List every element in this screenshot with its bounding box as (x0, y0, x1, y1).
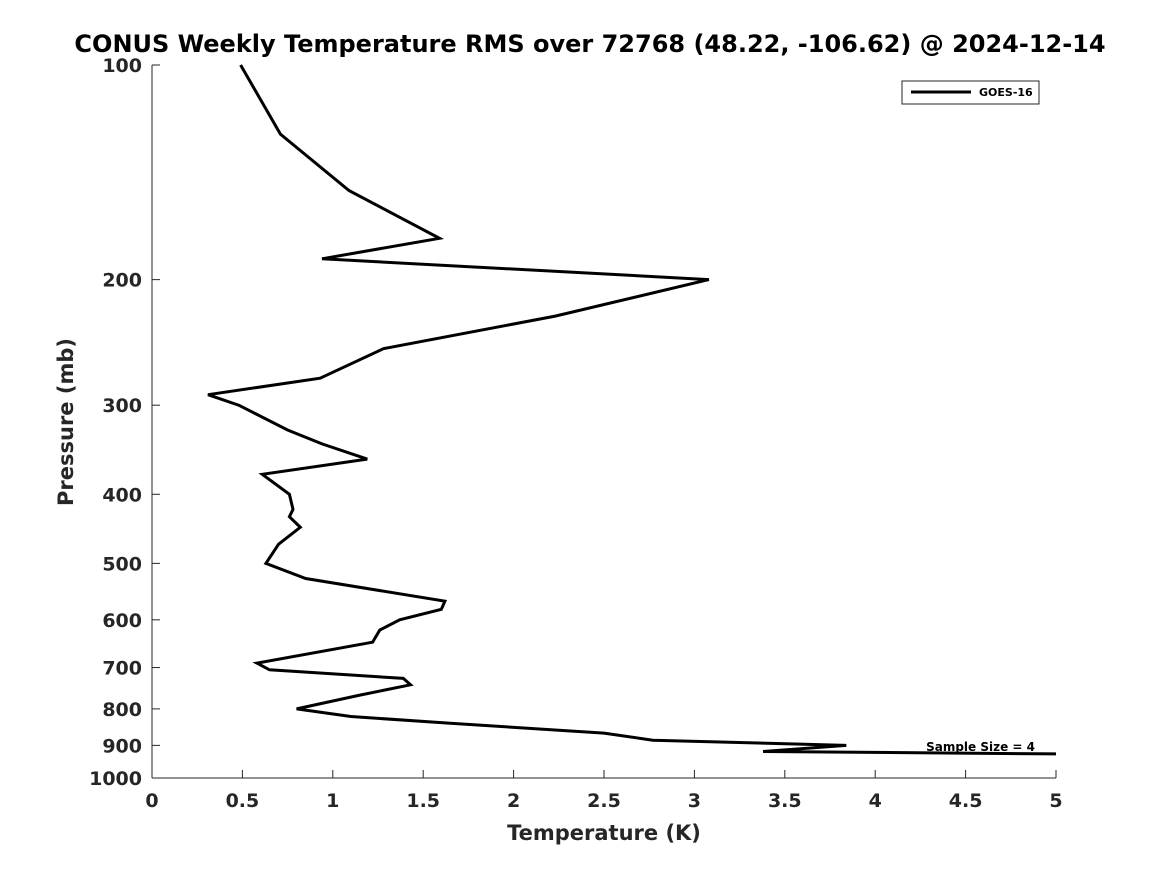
y-tick-label: 800 (102, 699, 142, 721)
x-tick-label: 0 (145, 790, 158, 812)
y-tick-label: 500 (102, 553, 142, 575)
x-tick-label: 0.5 (226, 790, 260, 812)
y-tick-label: 100 (102, 55, 142, 77)
x-tick-label: 5 (1049, 790, 1062, 812)
x-tick-label: 4.5 (949, 790, 983, 812)
x-tick-label: 3.5 (768, 790, 802, 812)
x-ticks: 0 0.5 1 1.5 2 2.5 3 3.5 4 4.5 5 (145, 770, 1063, 812)
y-tick-label: 1000 (89, 768, 142, 790)
x-axis-title: Temperature (K) (507, 821, 701, 845)
x-tick-label: 2.5 (587, 790, 621, 812)
x-tick-label: 3 (688, 790, 701, 812)
y-tick-label: 700 (102, 658, 142, 680)
y-axis-title: Pressure (mb) (54, 338, 78, 506)
series-layer (207, 64, 1057, 756)
y-ticks: 100 200 300 400 500 600 700 800 900 1000 (89, 55, 160, 790)
plot-area: 0 0.5 1 1.5 2 2.5 3 3.5 4 4.5 5 100 200 300 400 500 600… (89, 55, 1063, 812)
x-tick-label: 1.5 (406, 790, 440, 812)
series-line-goes-16 (207, 64, 1057, 756)
chart-title: CONUS Weekly Temperature RMS over 72768 … (74, 30, 1105, 58)
y-tick-label: 900 (102, 735, 142, 757)
y-tick-label: 600 (102, 610, 142, 632)
legend: GOES-16 (901, 80, 1040, 105)
y-tick-label: 200 (102, 270, 142, 292)
legend-label-goes-16: GOES-16 (979, 86, 1033, 99)
x-tick-label: 4 (869, 790, 882, 812)
y-tick-label: 400 (102, 484, 142, 506)
x-tick-label: 2 (507, 790, 520, 812)
sample-size-annotation: Sample Size = 4 (926, 740, 1035, 754)
plot-frame (152, 65, 1056, 778)
x-tick-label: 1 (326, 790, 339, 812)
y-tick-label: 300 (102, 395, 142, 417)
